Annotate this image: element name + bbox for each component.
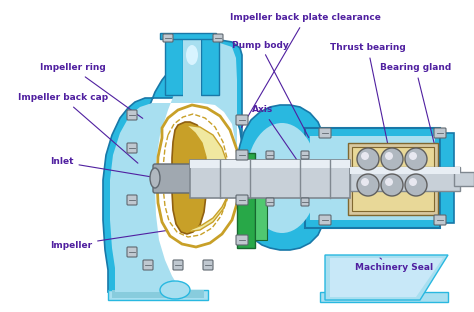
- Text: Impeller back cap: Impeller back cap: [18, 94, 138, 163]
- FancyBboxPatch shape: [201, 35, 219, 95]
- Circle shape: [357, 148, 379, 170]
- FancyBboxPatch shape: [310, 136, 435, 220]
- FancyBboxPatch shape: [127, 195, 137, 205]
- Text: Inlet: Inlet: [50, 158, 155, 178]
- Circle shape: [385, 152, 393, 160]
- Circle shape: [361, 178, 369, 186]
- FancyBboxPatch shape: [454, 172, 474, 186]
- Polygon shape: [103, 35, 242, 292]
- Text: Bearing gland: Bearing gland: [380, 64, 451, 172]
- Text: Thrust bearing: Thrust bearing: [330, 43, 406, 152]
- FancyBboxPatch shape: [236, 150, 248, 160]
- FancyBboxPatch shape: [127, 247, 137, 257]
- Text: Impeller back plate clearance: Impeller back plate clearance: [230, 13, 381, 128]
- Ellipse shape: [150, 168, 160, 188]
- FancyBboxPatch shape: [213, 34, 223, 42]
- FancyBboxPatch shape: [127, 143, 137, 153]
- Polygon shape: [186, 125, 230, 198]
- Circle shape: [357, 174, 379, 196]
- FancyBboxPatch shape: [434, 215, 446, 225]
- FancyBboxPatch shape: [236, 235, 248, 245]
- Circle shape: [361, 152, 369, 160]
- Polygon shape: [330, 258, 443, 297]
- Ellipse shape: [246, 123, 318, 233]
- FancyBboxPatch shape: [173, 260, 183, 270]
- FancyBboxPatch shape: [203, 260, 213, 270]
- Ellipse shape: [186, 45, 198, 65]
- Polygon shape: [237, 105, 325, 250]
- Ellipse shape: [160, 281, 190, 299]
- Circle shape: [385, 178, 393, 186]
- FancyBboxPatch shape: [236, 195, 248, 205]
- FancyBboxPatch shape: [127, 110, 137, 120]
- FancyBboxPatch shape: [348, 143, 438, 215]
- FancyBboxPatch shape: [143, 260, 153, 270]
- Polygon shape: [186, 178, 230, 232]
- FancyBboxPatch shape: [112, 290, 204, 298]
- FancyBboxPatch shape: [434, 128, 446, 138]
- FancyBboxPatch shape: [320, 292, 448, 302]
- FancyBboxPatch shape: [163, 34, 173, 42]
- FancyBboxPatch shape: [301, 151, 309, 159]
- FancyBboxPatch shape: [255, 160, 267, 240]
- FancyBboxPatch shape: [183, 35, 201, 97]
- Text: Axis: Axis: [252, 105, 309, 177]
- Text: Impeller ring: Impeller ring: [40, 64, 143, 118]
- FancyBboxPatch shape: [237, 153, 255, 248]
- Circle shape: [381, 148, 403, 170]
- FancyBboxPatch shape: [236, 115, 248, 125]
- FancyBboxPatch shape: [440, 133, 454, 223]
- FancyBboxPatch shape: [305, 128, 440, 228]
- FancyBboxPatch shape: [301, 198, 309, 206]
- Circle shape: [381, 174, 403, 196]
- FancyBboxPatch shape: [266, 198, 274, 206]
- Text: Pump body: Pump body: [232, 41, 309, 138]
- Polygon shape: [110, 43, 237, 292]
- FancyBboxPatch shape: [108, 290, 208, 300]
- FancyBboxPatch shape: [266, 151, 274, 159]
- FancyBboxPatch shape: [165, 35, 183, 95]
- Circle shape: [405, 148, 427, 170]
- FancyBboxPatch shape: [350, 167, 460, 174]
- FancyBboxPatch shape: [160, 33, 216, 39]
- FancyBboxPatch shape: [319, 128, 331, 138]
- FancyBboxPatch shape: [319, 215, 331, 225]
- FancyBboxPatch shape: [190, 160, 350, 198]
- Text: Machinery Seal: Machinery Seal: [355, 258, 433, 272]
- Polygon shape: [172, 122, 207, 234]
- Circle shape: [409, 178, 417, 186]
- FancyBboxPatch shape: [352, 147, 434, 211]
- Circle shape: [405, 174, 427, 196]
- Text: Impeller: Impeller: [50, 231, 167, 250]
- Circle shape: [409, 152, 417, 160]
- Polygon shape: [325, 255, 448, 300]
- FancyBboxPatch shape: [153, 164, 192, 193]
- FancyBboxPatch shape: [350, 167, 460, 191]
- FancyBboxPatch shape: [190, 160, 350, 168]
